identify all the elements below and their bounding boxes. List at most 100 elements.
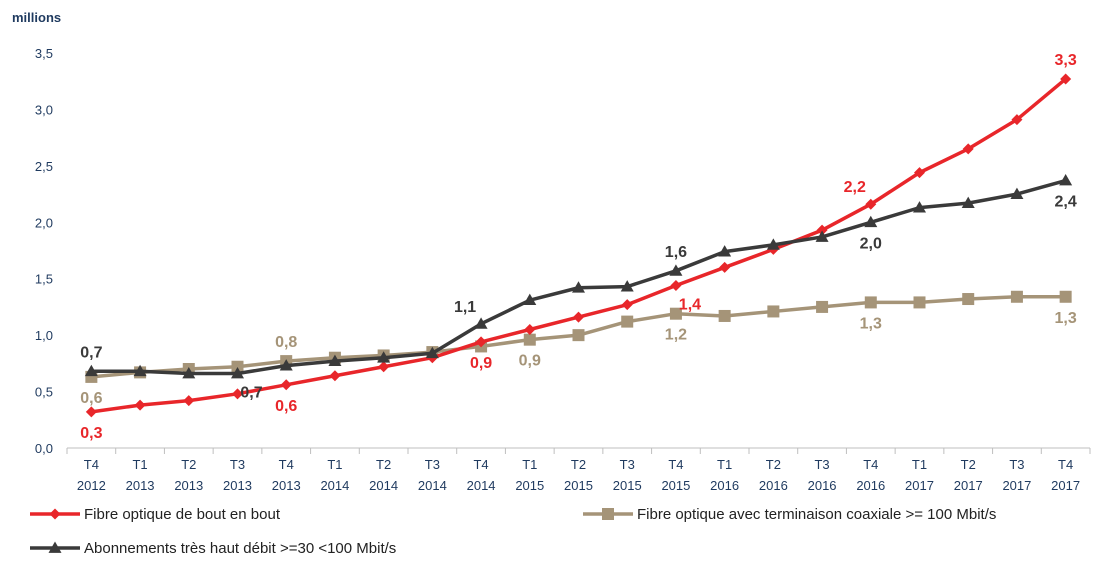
legend-label: Fibre optique avec terminaison coaxiale … [637,506,996,523]
x-tick-label-quarter: T3 [620,457,635,472]
series-marker-diamond [524,324,536,335]
x-tick-label-quarter: T3 [814,457,829,472]
x-tick-label-quarter: T2 [766,457,781,472]
series-marker-triangle [766,238,780,250]
x-tick-label-year: 2014 [369,478,398,493]
x-tick-label-year: 2015 [515,478,544,493]
series-marker-diamond [670,279,682,291]
series-marker-triangle [913,201,926,213]
x-tick-label-year: 2014 [320,478,349,493]
series-marker-diamond [85,406,97,418]
series-marker-triangle [961,196,975,208]
series-marker-diamond [962,143,974,155]
series-marker-triangle [815,230,829,242]
series-marker-square [602,508,614,520]
x-tick-label-year: 2014 [418,478,447,493]
x-tick-label-year: 2013 [272,478,301,493]
series-marker-square [572,329,585,342]
x-tick-label-year: 2015 [613,478,642,493]
series-marker-triangle [572,281,585,293]
series-marker-triangle [279,359,293,371]
x-tick-label-year: 2016 [759,478,788,493]
series-marker-diamond [329,370,341,382]
series-marker-diamond [232,388,243,400]
series-marker-triangle [48,541,62,553]
y-tick-label: 2,5 [35,159,53,174]
y-unit-label: millions [12,10,61,25]
series-marker-triangle [523,293,537,306]
series-marker-square [913,296,926,309]
series-marker-square [523,333,536,346]
series-marker-triangle [182,367,196,379]
series-marker-triangle [669,264,683,276]
series-marker-diamond [719,261,731,273]
x-tick-label-year: 2016 [808,478,837,493]
series-marker-square [718,309,731,322]
x-tick-label-quarter: T2 [571,457,586,472]
x-tick-label-quarter: T1 [132,457,147,472]
legend-label: Fibre optique de bout en bout [84,506,281,523]
data-label: 0,6 [80,390,102,407]
data-label: 2,0 [860,235,882,252]
x-tick-label-quarter: T1 [912,457,927,472]
series-marker-triangle [377,351,391,363]
series-marker-triangle [425,346,439,359]
data-labels: 0,3 0,6 0,9 1,4 2,2 3,3 0,6 0,8 0,9 1,2 1,3 1,3 0,7 0… [80,52,1077,442]
x-tick-label-year: 2016 [856,478,885,493]
x-tick-label-year: 2015 [564,478,593,493]
y-tick-label: 0,0 [35,441,53,456]
data-label: 3,3 [1055,52,1077,69]
series-marker-square [962,293,975,306]
data-label: 1,2 [665,327,687,344]
x-tick-label-quarter: T4 [84,457,99,472]
series-marker-triangle [620,280,634,292]
x-tick-label-quarter: T2 [961,457,976,472]
series-marker-diamond [134,399,146,411]
x-tick-label-quarter: T1 [327,457,342,472]
legend-item: Fibre optique avec terminaison coaxiale … [583,506,996,523]
series-marker-diamond [573,311,584,323]
x-tick-label-year: 2013 [126,478,155,493]
data-label: 0,7 [240,385,262,402]
x-tick-label-year: 2013 [174,478,203,493]
data-label: 0,9 [519,353,541,370]
series-marker-triangle [84,364,98,377]
series-layer [84,73,1073,418]
series-marker-triangle [1059,174,1073,186]
x-tick-label-year: 2014 [467,478,496,493]
x-tick-label-quarter: T3 [1009,457,1024,472]
data-label: 0,6 [275,398,297,415]
x-tick-label-year: 2015 [661,478,690,493]
y-tick-label: 0,5 [35,385,53,400]
data-label: 0,7 [80,344,102,361]
x-tick-label-quarter: T3 [425,457,440,472]
y-tick-label: 2,0 [35,215,53,230]
series-marker-diamond [1060,73,1072,85]
series-marker-square [231,360,244,373]
series-triangle [84,174,1073,379]
data-label: 2,4 [1055,194,1077,211]
x-tick-label-quarter: T4 [668,457,683,472]
data-label: 0,9 [470,355,492,372]
data-label: 1,6 [665,244,687,261]
series-marker-diamond [914,167,925,179]
y-tick-label: 3,0 [35,102,53,117]
x-tick-label-year: 2017 [954,478,983,493]
x-tick-label-year: 2017 [905,478,934,493]
series-marker-square [621,315,634,328]
axes: 0,0 0,5 1,0 1,5 2,0 2,5 3,0 3,5 T4 2012 T1 2013 T2 20… [35,46,1091,493]
series-square [85,290,1072,383]
series-marker-diamond [280,379,292,391]
data-label: 1,1 [454,299,476,316]
data-label: 0,3 [80,425,102,442]
series-diamond [85,73,1072,418]
x-tick-label-quarter: T4 [279,457,294,472]
series-marker-triangle [1010,187,1024,199]
x-tick-label-year: 2013 [223,478,252,493]
legend-item: Abonnements très haut débit >=30 <100 Mb… [30,540,396,557]
x-tick-label-year: 2017 [1002,478,1031,493]
series-marker-triangle [474,317,488,329]
series-marker-diamond [865,198,877,210]
x-tick-label-quarter: T4 [1058,457,1073,472]
